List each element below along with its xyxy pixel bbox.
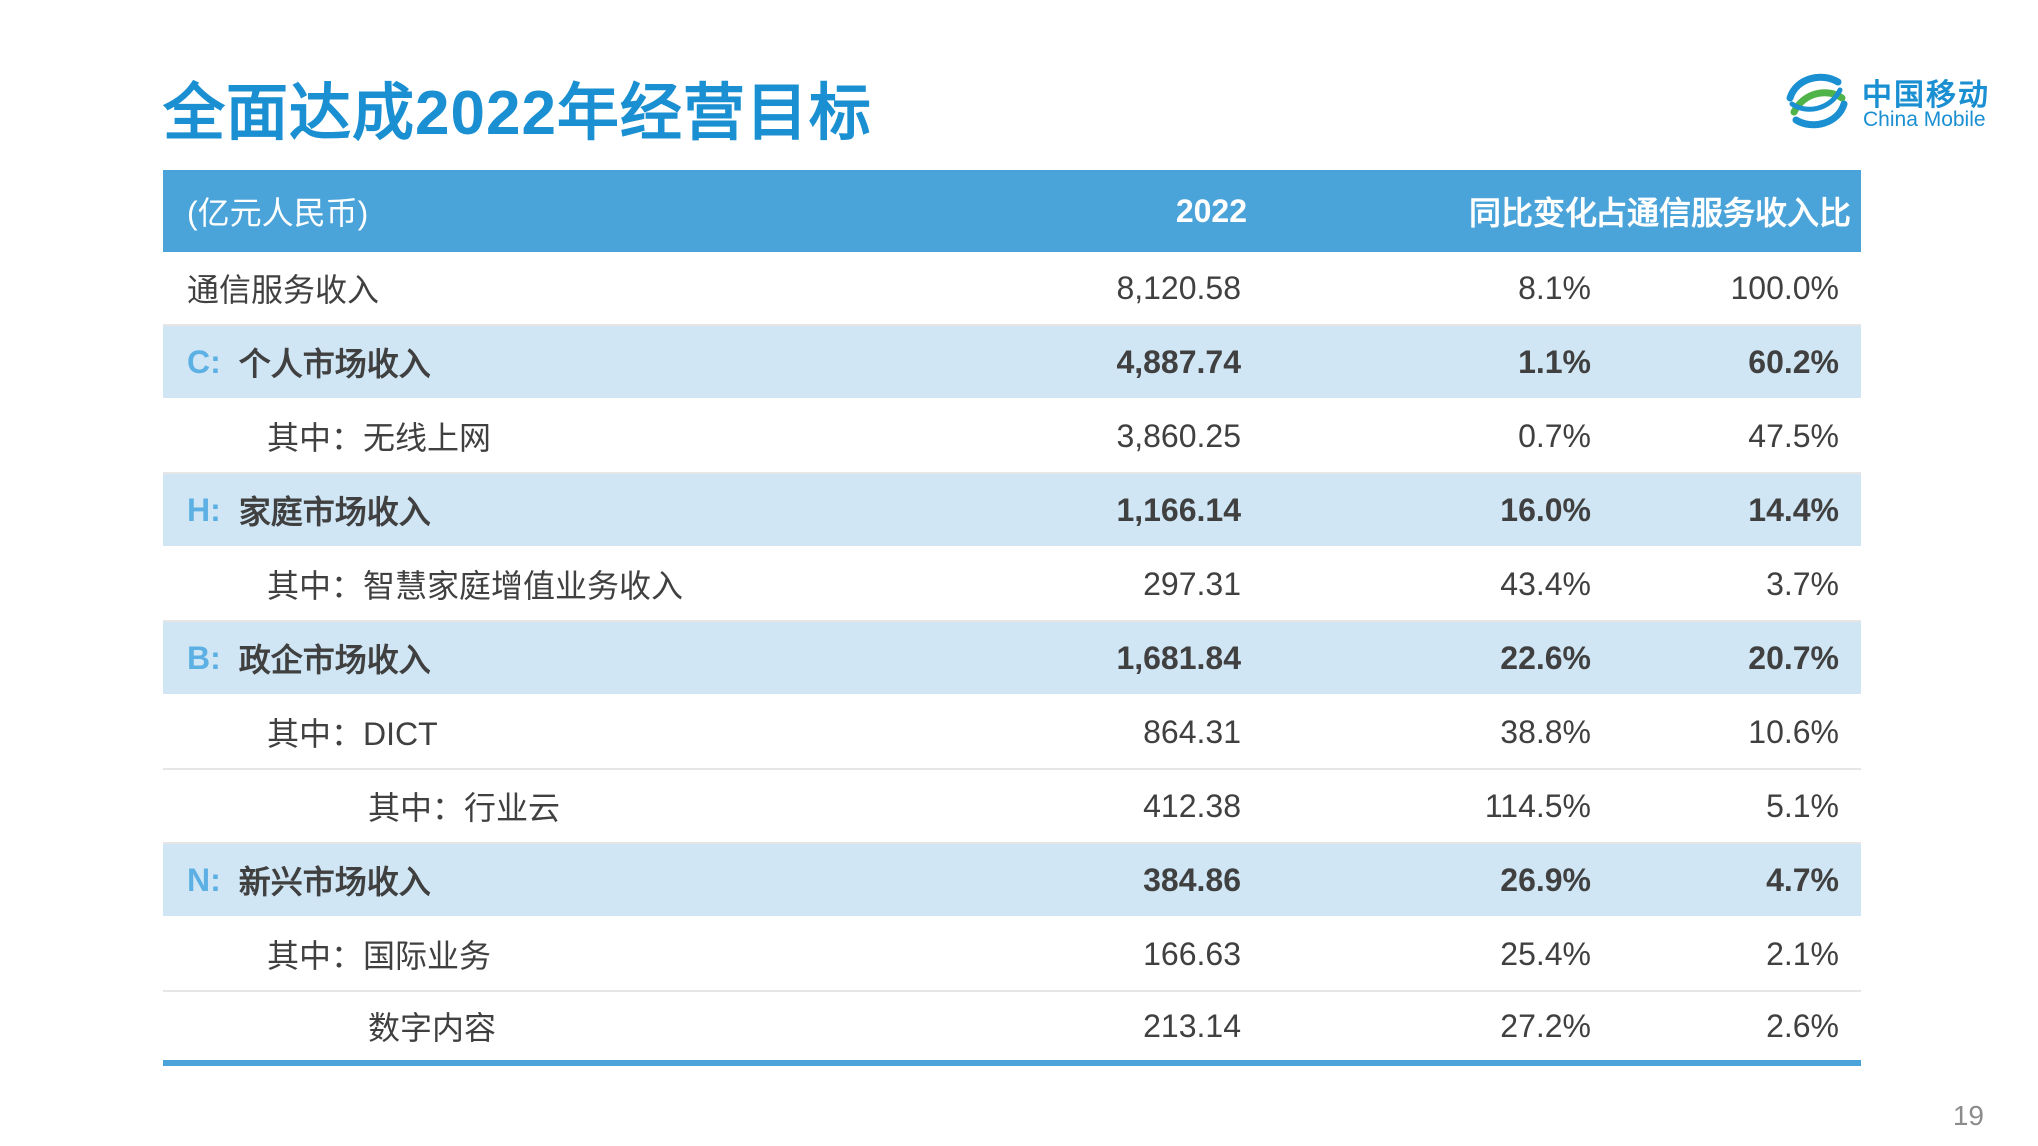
row-yoy: 114.5% xyxy=(1484,787,1591,824)
row-yoy: 16.0% xyxy=(1500,491,1591,528)
header-share: 占通信服务收入比 xyxy=(1594,195,1851,231)
segment-prefix: N: xyxy=(187,861,221,898)
table-row: H: 家庭市场收入 1,166.14 16.0% 14.4% xyxy=(163,474,1861,548)
row-value: 4,887.74 xyxy=(1116,343,1241,380)
row-yoy: 38.8% xyxy=(1500,713,1591,750)
logo-chinese-name: 中国移动 xyxy=(1862,79,1990,112)
table-row: N: 新兴市场收入 384.86 26.9% 4.7% xyxy=(163,844,1861,918)
segment-prefix: B: xyxy=(187,639,221,676)
row-value: 1,681.84 xyxy=(1116,639,1241,676)
row-yoy: 25.4% xyxy=(1500,935,1591,972)
row-share: 20.7% xyxy=(1748,639,1839,676)
row-yoy: 8.1% xyxy=(1518,269,1591,306)
row-label: N: 新兴市场收入 xyxy=(187,861,431,901)
row-share: 3.7% xyxy=(1766,565,1839,602)
page-title: 全面达成2022年经营目标 xyxy=(163,79,872,148)
row-value: 213.14 xyxy=(1143,1007,1241,1044)
header-unit: (亿元人民币) xyxy=(187,195,369,231)
segment-prefix: C: xyxy=(187,343,221,380)
row-share: 47.5% xyxy=(1748,417,1839,454)
row-yoy: 1.1% xyxy=(1518,343,1591,380)
row-label: B: 政企市场收入 xyxy=(187,639,431,679)
table-row: 其中：无线上网 3,860.25 0.7% 47.5% xyxy=(163,400,1861,474)
table-row: 其中：智慧家庭增值业务收入 297.31 43.4% 3.7% xyxy=(163,548,1861,622)
table-row: 其中：行业云 412.38 114.5% 5.1% xyxy=(163,770,1861,844)
table-row: 通信服务收入 8,120.58 8.1% 100.0% xyxy=(163,252,1861,326)
table-row: B: 政企市场收入 1,681.84 22.6% 20.7% xyxy=(163,622,1861,696)
row-share: 14.4% xyxy=(1748,491,1839,528)
header-year: 2022 xyxy=(1175,192,1247,229)
table-row: C: 个人市场收入 4,887.74 1.1% 60.2% xyxy=(163,326,1861,400)
row-value: 412.38 xyxy=(1143,787,1241,824)
row-label: 数字内容 xyxy=(368,1010,497,1046)
row-yoy: 0.7% xyxy=(1518,417,1591,454)
row-value: 1,166.14 xyxy=(1116,491,1241,528)
page-number: 19 xyxy=(1952,1100,1984,1131)
row-label: 其中：行业云 xyxy=(368,790,561,826)
table-row: 数字内容 213.14 27.2% 2.6% xyxy=(163,992,1861,1066)
segment-prefix: H: xyxy=(187,491,221,528)
row-yoy: 26.9% xyxy=(1500,861,1591,898)
row-value: 166.63 xyxy=(1143,935,1241,972)
row-yoy: 27.2% xyxy=(1500,1007,1591,1044)
row-share: 5.1% xyxy=(1766,787,1839,824)
row-share: 2.1% xyxy=(1766,935,1839,972)
row-value: 8,120.58 xyxy=(1116,269,1241,306)
revenue-table: (亿元人民币) 2022 同比变化 占通信服务收入比 通信服务收入 8,120.… xyxy=(163,170,1861,1066)
logo-english-name: China Mobile xyxy=(1863,108,1986,131)
row-yoy: 22.6% xyxy=(1500,639,1591,676)
row-label: 通信服务收入 xyxy=(187,272,380,308)
table-header-row: (亿元人民币) 2022 同比变化 占通信服务收入比 xyxy=(163,170,1861,252)
table-row: 其中：国际业务 166.63 25.4% 2.1% xyxy=(163,918,1861,992)
row-yoy: 43.4% xyxy=(1500,565,1591,602)
row-value: 384.86 xyxy=(1143,861,1241,898)
row-value: 297.31 xyxy=(1143,565,1241,602)
header-yoy: 同比变化 xyxy=(1468,195,1597,231)
row-label: 其中：无线上网 xyxy=(267,420,492,456)
row-share: 4.7% xyxy=(1766,861,1839,898)
row-label: H: 家庭市场收入 xyxy=(187,491,431,531)
row-value: 864.31 xyxy=(1143,713,1241,750)
table-row: 其中：DICT 864.31 38.8% 10.6% xyxy=(163,696,1861,770)
row-share: 10.6% xyxy=(1748,713,1839,750)
row-label: 其中：DICT xyxy=(267,716,438,752)
row-label: C: 个人市场收入 xyxy=(187,343,431,383)
china-mobile-swirl-icon xyxy=(1786,73,1848,129)
row-label: 其中：国际业务 xyxy=(267,938,492,974)
row-share: 60.2% xyxy=(1748,343,1839,380)
row-share: 100.0% xyxy=(1730,269,1839,306)
row-label: 其中：智慧家庭增值业务收入 xyxy=(267,568,684,604)
row-share: 2.6% xyxy=(1766,1007,1839,1044)
row-value: 3,860.25 xyxy=(1116,417,1241,454)
